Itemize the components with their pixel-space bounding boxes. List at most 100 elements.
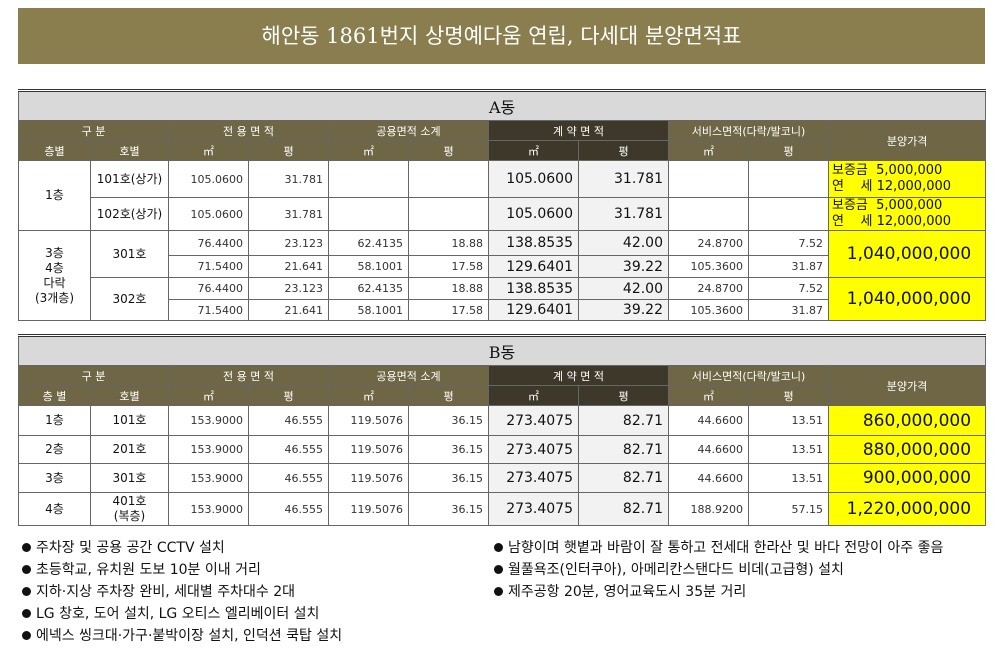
notes-left: 주차장 및 공용 공간 CCTV 설치 초등학교, 유치원 도보 10분 이내 거… (20, 537, 342, 647)
data-row: 1층 101호(상가) 105.0600 31.781 105.0600 31.781 보증… (18, 160, 987, 231)
price-value: 보증금 5,000,000 연 세 12,000,000 (827, 160, 987, 198)
contract-value: 273.4075 (488, 463, 579, 493)
area-value: 57.15 (748, 492, 829, 526)
contract-value: 31.781 (578, 197, 669, 231)
cell-line: 3층 (45, 245, 64, 260)
area-value: 31.781 (248, 197, 329, 231)
data-row: 1층 101호 153.9000 46.555 119.5076 36.15 273.407… (18, 405, 987, 436)
column-header: 공용면적 소계 (328, 365, 489, 386)
cell-line: (3개층) (34, 290, 75, 305)
area-value: 46.555 (248, 435, 329, 464)
column-subheader: ㎡ (668, 385, 749, 406)
column-subheader: ㎡ (488, 385, 579, 406)
building-label: A동 (17, 90, 987, 121)
area-value: 36.15 (408, 463, 489, 493)
area-value: 62.4135 (328, 230, 409, 256)
area-value: 119.5076 (328, 405, 409, 436)
label-cell: 201호 (90, 435, 169, 464)
cell-line: 연 세 12,000,000 (832, 214, 952, 229)
column-header: 계 약 면 적 (488, 120, 669, 141)
area-value: 76.4400 (168, 277, 249, 300)
column-subheader: 호별 (90, 385, 169, 406)
area-value: 119.5076 (328, 463, 409, 493)
area-value: 71.5400 (168, 255, 249, 278)
label-cell: 3층 4층 다락 (3개층) (18, 230, 91, 321)
note-item: 에넥스 씽크대·가구·붙박이장 설치, 인덕션 쿡탑 설치 (20, 625, 342, 647)
price-value: 900,000,000 (827, 463, 987, 493)
contract-value: 39.22 (578, 299, 669, 321)
contract-value: 82.71 (578, 463, 669, 493)
area-value: 13.51 (748, 435, 829, 464)
column-subheader: 평 (408, 385, 489, 406)
empty-cell (328, 160, 409, 198)
area-value: 46.555 (248, 405, 329, 436)
contract-value: 105.0600 (488, 160, 579, 198)
area-value: 17.58 (408, 255, 489, 278)
area-value: 119.5076 (328, 492, 409, 526)
price-value: 1,040,000,000 (827, 277, 987, 321)
cell-line: 401호 (112, 494, 147, 508)
cell-line: 보증금 5,000,000 (832, 198, 943, 214)
column-subheader: 평 (748, 385, 829, 406)
column-subheader: 평 (578, 140, 669, 161)
column-subheader: 평 (248, 385, 329, 406)
area-value: 24.8700 (668, 230, 749, 256)
column-header: 공용면적 소계 (328, 120, 489, 141)
column-header: 분양가격 (827, 365, 987, 406)
area-value: 23.123 (248, 277, 329, 300)
label-cell: 4층 (18, 492, 91, 526)
area-value: 7.52 (748, 277, 829, 300)
contract-value: 273.4075 (488, 435, 579, 464)
column-subheader: 평 (248, 140, 329, 161)
note-item: 주차장 및 공용 공간 CCTV 설치 (20, 537, 342, 559)
area-value: 7.52 (748, 230, 829, 256)
empty-cell (748, 197, 829, 231)
area-value: 105.0600 (168, 160, 249, 198)
area-value: 58.1001 (328, 299, 409, 321)
empty-cell (748, 160, 829, 198)
column-header: 구 분 (18, 120, 169, 141)
column-subheader: 층 별 (18, 385, 91, 406)
data-row: 302호 76.4400 23.123 62.4135 18.88 138.8535 42.… (19, 277, 987, 321)
area-value: 153.9000 (168, 405, 249, 436)
note-item: 남향이며 햇볕과 바람이 잘 통하고 전세대 한라산 및 바다 전망이 아주 좋… (492, 537, 943, 559)
column-subheader: 평 (408, 140, 489, 161)
area-value: 46.555 (248, 492, 329, 526)
label-cell: 301호 (90, 463, 169, 493)
subheader-row: 층별 호별 ㎡ 평 ㎡ 평 ㎡ 평 ㎡ 평 (18, 140, 986, 161)
column-subheader: ㎡ (168, 140, 249, 161)
area-value: 21.641 (248, 299, 329, 321)
cell-line: 보증금 5,000,000 (832, 163, 943, 178)
column-subheader: ㎡ (488, 140, 579, 161)
column-subheader: 평 (748, 140, 829, 161)
contract-value: 273.4075 (488, 405, 579, 436)
area-value: 58.1001 (328, 255, 409, 278)
area-value: 31.781 (248, 160, 329, 198)
column-subheader: ㎡ (168, 385, 249, 406)
column-subheader: 층별 (18, 140, 91, 161)
contract-value: 138.8535 (488, 230, 579, 256)
cell-line: 연 세 12,000,000 (832, 179, 952, 194)
column-header: 서비스면적(다락/발코니) (668, 120, 829, 141)
area-value: 71.5400 (168, 299, 249, 321)
price-value: 1,040,000,000 (827, 230, 987, 278)
empty-cell (668, 160, 749, 198)
column-header: 분양가격 (827, 120, 987, 161)
price-value: 880,000,000 (827, 435, 987, 464)
label-cell: 1층 (18, 405, 91, 436)
data-row: 71.5400 21.641 58.1001 17.58 129.6401 39.22 10… (19, 299, 986, 321)
column-header: 구 분 (18, 365, 169, 386)
contract-value: 42.00 (578, 230, 669, 256)
area-value: 31.87 (748, 255, 829, 278)
price-value: 860,000,000 (827, 405, 987, 436)
empty-cell (408, 197, 489, 231)
area-value: 36.15 (408, 405, 489, 436)
column-subheader: ㎡ (328, 140, 409, 161)
column-subheader: ㎡ (328, 385, 409, 406)
data-row: 3층 301호 153.9000 46.555 119.5076 36.15 273.407… (18, 463, 987, 493)
note-item: 제주공항 20분, 영어교육도시 35분 거리 (492, 581, 943, 603)
price-value: 보증금 5,000,000 연 세 12,000,000 (827, 197, 987, 231)
note-item: LG 창호, 도어 설치, LG 오티스 엘리베이터 설치 (20, 603, 342, 625)
